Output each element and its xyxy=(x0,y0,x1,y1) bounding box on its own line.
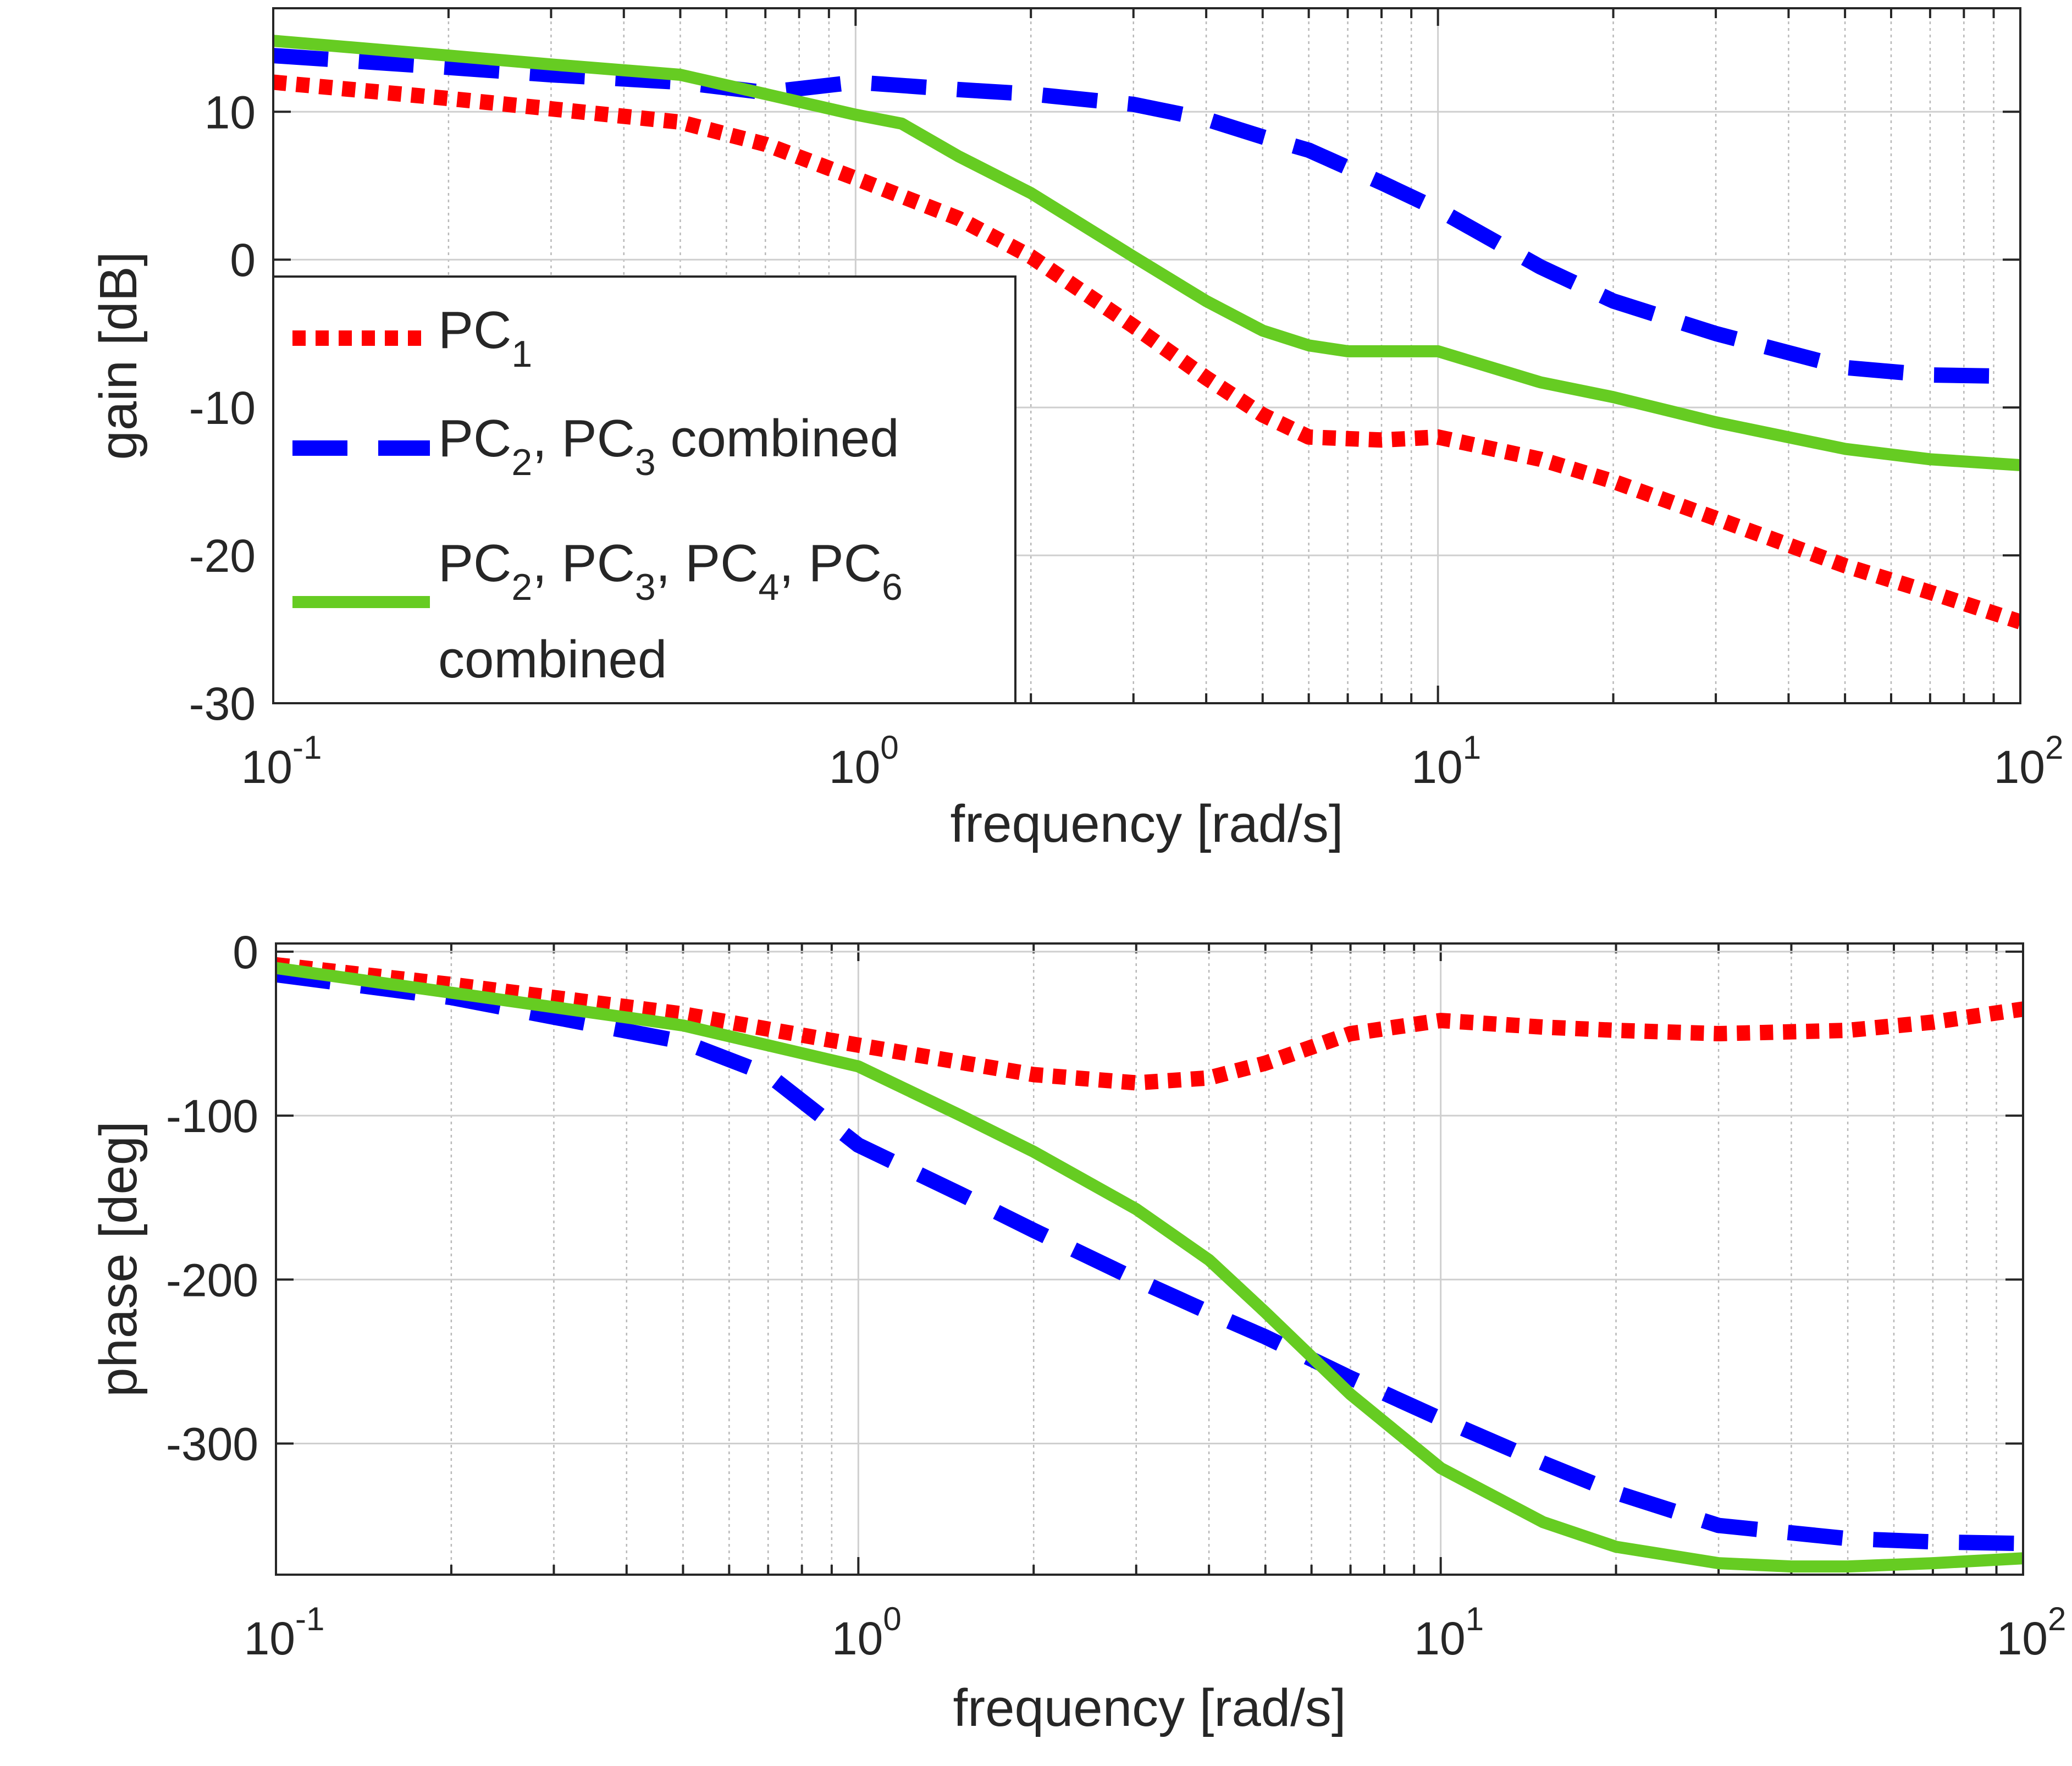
gain-y-tick-label: 0 xyxy=(230,234,256,286)
legend-label-3: combined xyxy=(438,630,667,689)
gain-x-tick-label: 101 xyxy=(1411,729,1481,793)
gain-series-line-1 xyxy=(273,74,2020,630)
legend-box xyxy=(272,275,1016,704)
gain-x-axis-title: frequency [rad/s] xyxy=(950,794,1343,853)
phase-axes-frame xyxy=(275,942,2024,1576)
phase-y-tick-label: -200 xyxy=(166,1254,258,1306)
phase-series-line-2 xyxy=(276,967,2023,1552)
legend: PC1 PC2, PC3 combined PC2, PC3, PC4, PC6 co… xyxy=(272,275,1016,704)
gain-series-group xyxy=(273,35,2020,630)
phase-x-axis-title: frequency [rad/s] xyxy=(953,1679,1346,1737)
phase-y-axis-title: phase [deg] xyxy=(89,1121,148,1397)
gain-y-tick-label: 10 xyxy=(205,86,256,138)
phase-y-tick-label: 0 xyxy=(233,926,258,978)
gain-y-tick-label: -10 xyxy=(189,382,256,434)
legend-label-2: PC2, PC3 combined xyxy=(438,409,899,483)
gain-series-line-2 xyxy=(273,48,2020,384)
gain-x-tick-label: 102 xyxy=(1994,729,2064,793)
phase-series-line-1 xyxy=(276,957,2023,1091)
phase-x-tick-label: 102 xyxy=(1997,1601,2067,1664)
gain-y-tick-label: -20 xyxy=(189,530,256,582)
phase-x-tick-label: 101 xyxy=(1414,1601,1484,1664)
gain-x-tick-label: 100 xyxy=(829,729,899,793)
phase-series-line-3 xyxy=(276,962,2023,1573)
legend-label-1: PC1 xyxy=(438,301,532,375)
phase-plot: 10-1 100 101 102 0 -100 -200 -300 frequency [rad… xyxy=(89,926,2066,1737)
phase-series-group xyxy=(276,957,2023,1573)
phase-x-tick-label: 100 xyxy=(832,1601,902,1664)
phase-y-tick-label: -300 xyxy=(166,1418,258,1470)
gain-y-tick-label: -30 xyxy=(189,678,256,730)
phase-plot-area xyxy=(276,943,2023,1575)
phase-x-tick-label: 10-1 xyxy=(244,1601,325,1664)
phase-y-tick-label: -100 xyxy=(166,1090,258,1142)
gain-x-tick-label: 10-1 xyxy=(241,729,322,793)
gain-series-line-3 xyxy=(273,35,2020,471)
gain-y-axis-title: gain [dB] xyxy=(89,252,148,460)
legend-label-3: PC2, PC3, PC4, PC6 xyxy=(438,534,903,608)
